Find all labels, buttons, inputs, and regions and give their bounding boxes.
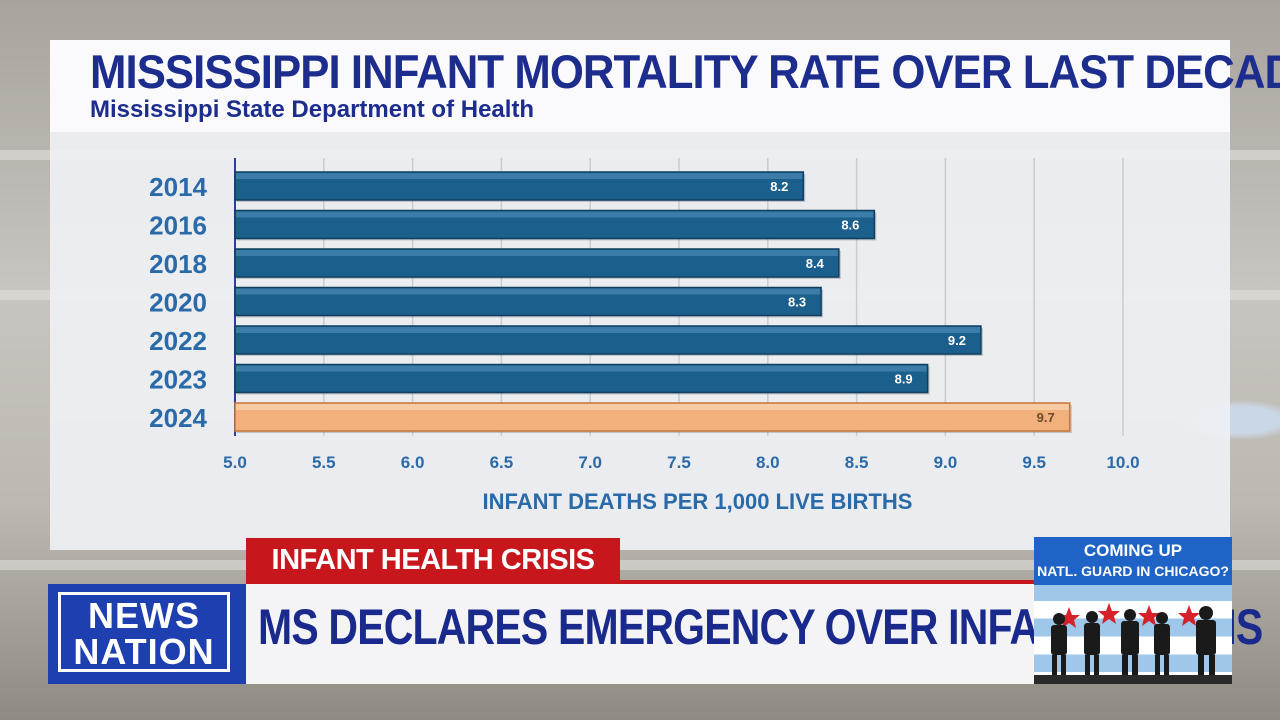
x-tick-label: 5.0 — [223, 453, 247, 472]
chart-title-band — [50, 40, 1230, 132]
bar-value-label: 9.7 — [1037, 410, 1055, 425]
bar-value-label: 9.2 — [948, 333, 966, 348]
bar-value-label: 8.3 — [788, 295, 806, 310]
bar-highlight — [236, 365, 927, 372]
x-tick-label: 8.0 — [756, 453, 780, 472]
bar-value-label: 8.9 — [895, 372, 913, 387]
newsnation-logo: NEWS NATION — [48, 584, 246, 684]
chart-title: MISSISSIPPI INFANT MORTALITY RATE OVER L… — [90, 45, 1280, 98]
bar-2022 — [234, 325, 982, 355]
x-tick-label: 10.0 — [1106, 453, 1139, 472]
bar-2023 — [234, 363, 929, 394]
y-category-label: 2020 — [149, 288, 207, 318]
x-axis-title: INFANT DEATHS PER 1,000 LIVE BIRTHS — [483, 489, 913, 514]
bar-highlight — [236, 404, 1069, 410]
y-category-label: 2023 — [149, 365, 207, 395]
bar-highlight — [236, 173, 803, 179]
coming-up-label: COMING UP — [1083, 541, 1183, 560]
x-tick-label: 8.5 — [845, 453, 869, 472]
soldiers-silhouette-icon — [1034, 603, 1232, 684]
bar-value-label: 8.2 — [770, 179, 788, 194]
x-tick-label: 5.5 — [312, 453, 336, 472]
lower-third-divider — [246, 580, 1034, 584]
chart-subtitle: Mississippi State Department of Health — [90, 96, 535, 123]
coming-up-topic: NATL. GUARD IN CHICAGO? — [1037, 563, 1229, 579]
coming-up-promo: COMING UP NATL. GUARD IN CHICAGO? — [1034, 537, 1232, 684]
lower-third-headline: MS DECLARES EMERGENCY OVER INFANT DEATHS — [258, 599, 1263, 655]
bar-highlight — [236, 288, 821, 295]
logo-line-1: NEWS — [88, 595, 200, 636]
logo-frame: NEWS NATION — [58, 592, 230, 672]
bar-2018 — [234, 248, 840, 278]
coming-up-header: COMING UP NATL. GUARD IN CHICAGO? — [1034, 537, 1232, 585]
x-tick-label: 9.0 — [934, 453, 958, 472]
y-category-label: 2014 — [149, 172, 207, 202]
bar-highlight — [236, 211, 874, 218]
lower-third-tag: INFANT HEALTH CRISIS — [246, 538, 620, 582]
bar-value-label: 8.4 — [806, 256, 825, 271]
bar-2016 — [234, 209, 876, 240]
y-category-label: 2016 — [149, 211, 207, 241]
bar-value-label: 8.6 — [841, 218, 859, 233]
y-category-label: 2018 — [149, 249, 207, 279]
bar-2020 — [234, 286, 822, 317]
x-tick-label: 9.5 — [1022, 453, 1046, 472]
bar-highlight — [236, 250, 838, 256]
y-category-label: 2022 — [149, 326, 207, 356]
bar-2014 — [234, 171, 805, 201]
lower-third-bar — [246, 584, 1034, 684]
x-tick-label: 7.0 — [578, 453, 602, 472]
x-tick-label: 7.5 — [667, 453, 691, 472]
x-tick-label: 6.0 — [401, 453, 425, 472]
coming-up-thumbnail — [1034, 585, 1232, 684]
bar-highlight — [236, 327, 980, 333]
y-category-label: 2024 — [149, 403, 207, 433]
logo-line-2: NATION — [73, 631, 215, 672]
x-tick-label: 6.5 — [490, 453, 514, 472]
